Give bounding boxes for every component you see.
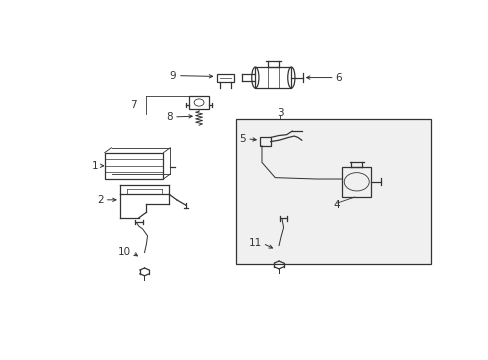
- Text: 7: 7: [130, 100, 137, 110]
- Bar: [104, 153, 163, 179]
- Text: 6: 6: [335, 73, 342, 82]
- Text: 9: 9: [169, 71, 176, 81]
- Bar: [255, 67, 291, 88]
- Text: 10: 10: [118, 247, 131, 257]
- Text: 3: 3: [276, 108, 283, 118]
- Bar: [216, 74, 233, 82]
- Text: 2: 2: [97, 195, 103, 205]
- Text: 5: 5: [239, 134, 245, 144]
- Text: 1: 1: [91, 161, 98, 171]
- Bar: [260, 138, 270, 146]
- Bar: [189, 96, 208, 109]
- Bar: [342, 167, 370, 197]
- Bar: [236, 120, 430, 264]
- Text: 4: 4: [333, 201, 340, 210]
- Text: 11: 11: [248, 238, 262, 248]
- Text: 8: 8: [166, 112, 173, 122]
